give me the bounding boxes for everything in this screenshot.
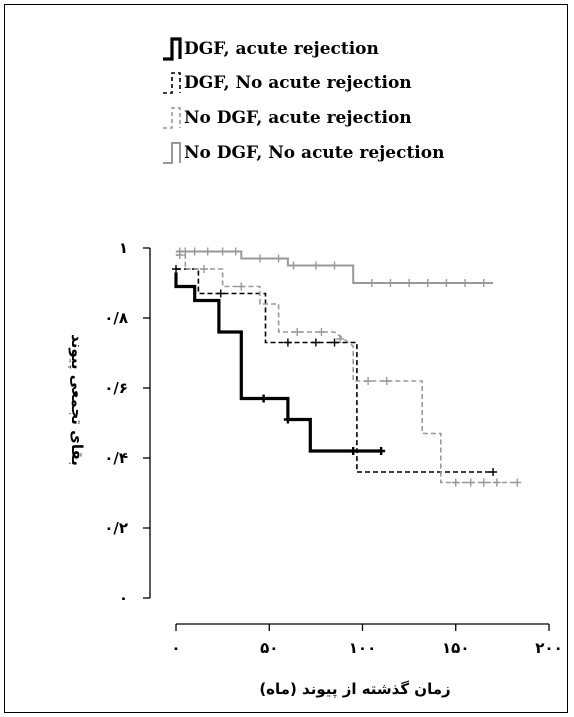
censor-mark <box>489 468 498 476</box>
y-tick-label: ۱ <box>119 239 128 257</box>
censor-mark <box>405 279 414 287</box>
legend-symbol <box>163 107 181 129</box>
x-tick-label: ۵۰ <box>260 639 278 657</box>
legend-label: No DGF, acute rejection <box>184 108 412 128</box>
censor-mark <box>349 447 358 455</box>
censor-mark <box>181 247 190 256</box>
x-axis-title: زمان گذشته از پیوند (ماه) <box>259 680 450 699</box>
censor-mark <box>289 261 298 270</box>
censor-mark <box>423 279 432 287</box>
censor-mark <box>451 478 460 487</box>
censor-mark <box>479 478 488 487</box>
legend-symbol <box>163 72 181 94</box>
censor-mark <box>466 478 475 487</box>
censor-mark <box>293 328 302 336</box>
series-layer <box>172 247 522 487</box>
censor-mark <box>218 247 227 256</box>
y-axis-title: بقای تجمعی پیوند <box>67 334 86 466</box>
legend-symbol <box>163 142 181 164</box>
censor-mark <box>199 265 208 273</box>
censor-mark <box>283 415 292 424</box>
y-tick-label: ۰/۴ <box>104 449 128 467</box>
censor-mark <box>364 377 373 385</box>
censor-mark <box>479 279 488 287</box>
censor-mark <box>311 261 320 270</box>
legend: DGF, acute rejection DGF, No acute reject… <box>163 37 444 164</box>
x-tick-label: ۱۰۰ <box>349 639 376 657</box>
censor-mark <box>386 279 395 287</box>
censor-mark <box>377 447 386 455</box>
censor-mark <box>336 335 345 343</box>
censor-mark <box>255 254 264 263</box>
censor-mark <box>274 254 283 263</box>
legend-symbol <box>163 37 182 61</box>
censor-mark <box>190 247 199 256</box>
y-tick-label: ۰/۶ <box>104 379 128 397</box>
legend-label: DGF, acute rejection <box>184 39 379 59</box>
x-tick-label: ۱۵۰ <box>442 639 469 657</box>
series-line <box>176 268 494 473</box>
series-1 <box>174 272 386 455</box>
series-line <box>176 250 494 284</box>
y-ticks: ۰ ۰/۲ ۰/۴ ۰/۶ ۰/۸ ۱ <box>104 239 150 607</box>
series-2 <box>172 265 498 476</box>
censor-mark <box>237 282 246 291</box>
x-ticks: ۰ ۵۰ ۱۰۰ ۱۵۰ ۲۰۰ <box>171 624 563 657</box>
legend-item: No DGF, acute rejection <box>163 107 412 129</box>
censor-mark <box>231 247 240 256</box>
x-tick-label: ۰ <box>171 639 180 657</box>
censor-mark <box>259 394 268 403</box>
y-tick-label: ۰/۲ <box>104 519 128 537</box>
censor-mark <box>461 279 470 287</box>
legend-label: DGF, No acute rejection <box>184 73 412 93</box>
censor-mark <box>492 478 501 487</box>
x-tick-label: ۲۰۰ <box>535 639 562 657</box>
legend-item: No DGF, No acute rejection <box>163 142 444 164</box>
axes: ۰ ۰/۲ ۰/۴ ۰/۶ ۰/۸ ۱ ۰ ۵۰ ۱۰۰ ۱۵۰ ۲۰۰ <box>104 239 563 657</box>
censor-mark <box>330 338 339 347</box>
censor-mark <box>317 328 326 336</box>
y-tick-label: ۰/۸ <box>104 309 128 327</box>
censor-mark <box>172 265 180 273</box>
censor-mark <box>367 279 376 287</box>
censor-mark <box>382 377 391 385</box>
censor-mark <box>442 279 451 287</box>
censor-mark <box>330 261 339 270</box>
series-line <box>174 272 382 453</box>
series-line <box>176 254 518 484</box>
censor-mark <box>311 338 320 347</box>
y-tick-label: ۰ <box>119 589 128 607</box>
legend-label: No DGF, No acute rejection <box>184 143 444 163</box>
censor-mark <box>203 247 212 256</box>
chart-frame <box>4 4 568 713</box>
legend-item: DGF, acute rejection <box>163 37 379 61</box>
censor-mark <box>513 478 522 487</box>
censor-mark <box>216 289 225 298</box>
censor-mark <box>283 338 292 347</box>
legend-item: DGF, No acute rejection <box>163 72 412 94</box>
series-4 <box>175 247 494 287</box>
